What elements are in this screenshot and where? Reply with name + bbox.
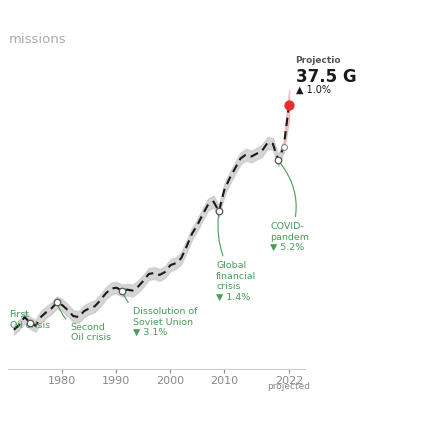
Point [286, 101, 293, 108]
Point [215, 208, 222, 215]
Point [280, 143, 287, 150]
Point [118, 287, 125, 294]
Point [54, 299, 61, 306]
Text: Dissolution of
Soviet Union
▼ 3.1%: Dissolution of Soviet Union ▼ 3.1% [123, 293, 197, 337]
Text: COVID-
pandem
▼ 5.2%: COVID- pandem ▼ 5.2% [270, 163, 309, 252]
Text: Global
financial
crisis
▼ 1.4%: Global financial crisis ▼ 1.4% [216, 214, 257, 301]
Text: missions: missions [8, 33, 66, 46]
Text: Projectio: Projectio [296, 56, 341, 65]
Text: projected: projected [268, 382, 311, 391]
Text: ▲ 1.0%: ▲ 1.0% [296, 85, 331, 95]
Text: Second
Oil crisis: Second Oil crisis [58, 305, 111, 342]
Text: First
Oil crisis: First Oil crisis [10, 310, 50, 329]
Point [27, 320, 33, 326]
Point [275, 157, 282, 164]
Text: 37.5 G: 37.5 G [296, 69, 356, 86]
